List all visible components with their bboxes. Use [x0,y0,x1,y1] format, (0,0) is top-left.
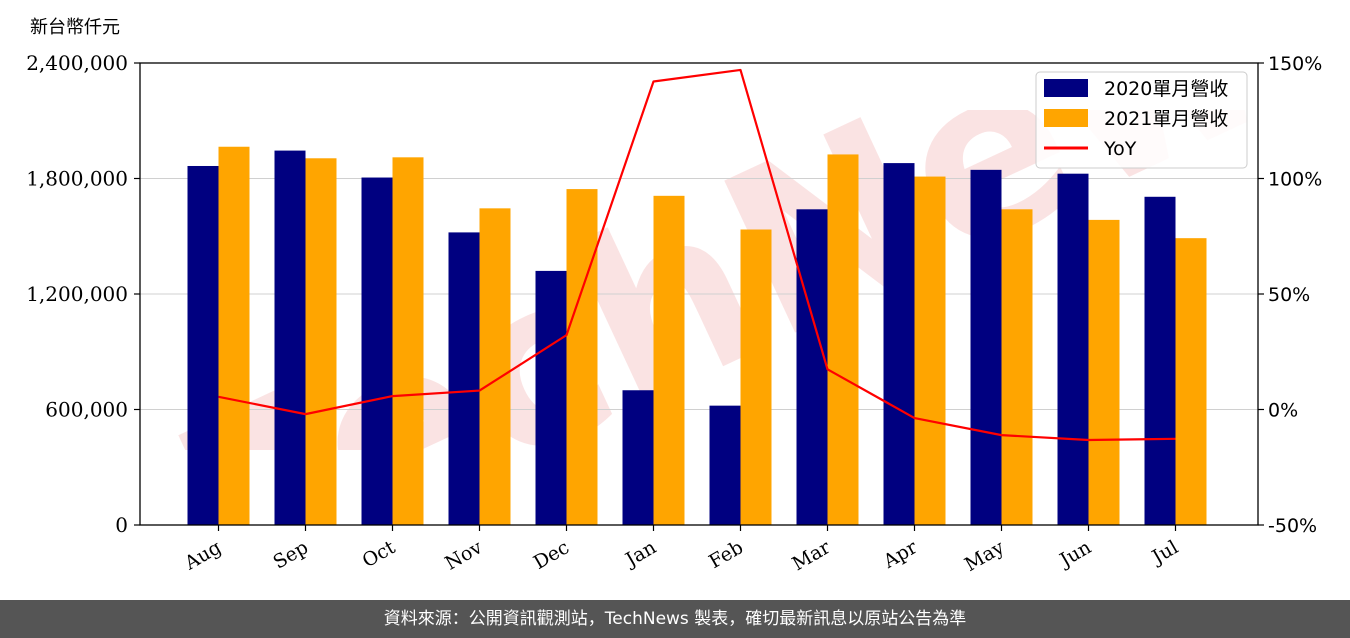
legend-box [1035,71,1248,169]
bar-2021 [1175,238,1207,526]
x-tick-label: Jul [1147,536,1182,569]
x-tick-label: Sep [269,536,312,573]
bar-2021 [1001,209,1033,526]
bar-2021 [653,195,685,525]
right-tick-label: 50% [1268,284,1310,306]
right-tick-label: 100% [1268,169,1322,191]
bar-2021 [392,157,424,525]
yoy-line [218,68,1176,442]
bar-2021 [218,146,250,526]
legend-label: 2020單月營收 [1104,78,1228,100]
legend-label: YoY [1103,138,1137,160]
left-tick-label: 2,400,000 [26,51,128,75]
x-tick-label: Jun [1054,536,1095,572]
bar-2020 [361,177,393,525]
bar-2020 [1057,173,1089,525]
bar-2020 [709,405,741,525]
legend: 2020單月營收 2021單月營收 YoY [1035,71,1248,169]
bar-2021 [740,229,772,525]
revenue-chart: 0 600,000 1,200,000 1,800,000 2,400,000 -50% 0… [26,17,1322,576]
bar-2020 [1144,196,1176,525]
x-tick-label: Feb [705,536,747,573]
bar-2021 [305,158,337,525]
bar-2021 [827,154,859,525]
right-tick-label: 0% [1268,400,1298,422]
x-tick-label: Nov [441,536,486,575]
bar-2021 [479,208,511,525]
legend-label: 2021單月營收 [1104,108,1228,130]
bar-2020 [970,169,1002,525]
source-footer: 資料來源：公開資訊觀測站，TechNews 製表，確切最新訊息以原站公告為準 [0,600,1350,638]
x-tick-label: Aug [180,536,225,575]
bar-series [187,146,1207,526]
x-tick-label: Jan [620,536,660,572]
bar-2021 [566,189,598,525]
x-tick-label: Mar [788,536,834,575]
bar-2020 [535,270,567,525]
bar-2020 [883,163,915,525]
bar-2021 [1088,219,1120,525]
left-tick-label: 1,200,000 [26,282,128,306]
left-tick-label: 1,800,000 [26,167,128,191]
bar-2020 [187,165,219,526]
bar-2021 [914,176,946,525]
x-tick-label: Dec [530,536,573,574]
x-tick-label: Oct [359,536,400,572]
legend-swatch [1044,109,1088,127]
yoy-line-series [218,68,1176,442]
x-tick-label: Apr [879,536,922,573]
legend-swatch [1044,79,1088,97]
left-tick-label: 0 [115,513,128,537]
bar-2020 [274,150,306,525]
left-tick-label: 600,000 [45,398,128,422]
y-axis-unit-label: 新台幣仟元 [30,17,120,38]
bar-2020 [622,390,654,525]
right-tick-label: -50% [1268,515,1317,537]
bar-2020 [796,209,828,526]
x-tick-label: May [961,536,1008,576]
bar-2020 [448,232,480,525]
right-tick-label: 150% [1268,53,1322,75]
